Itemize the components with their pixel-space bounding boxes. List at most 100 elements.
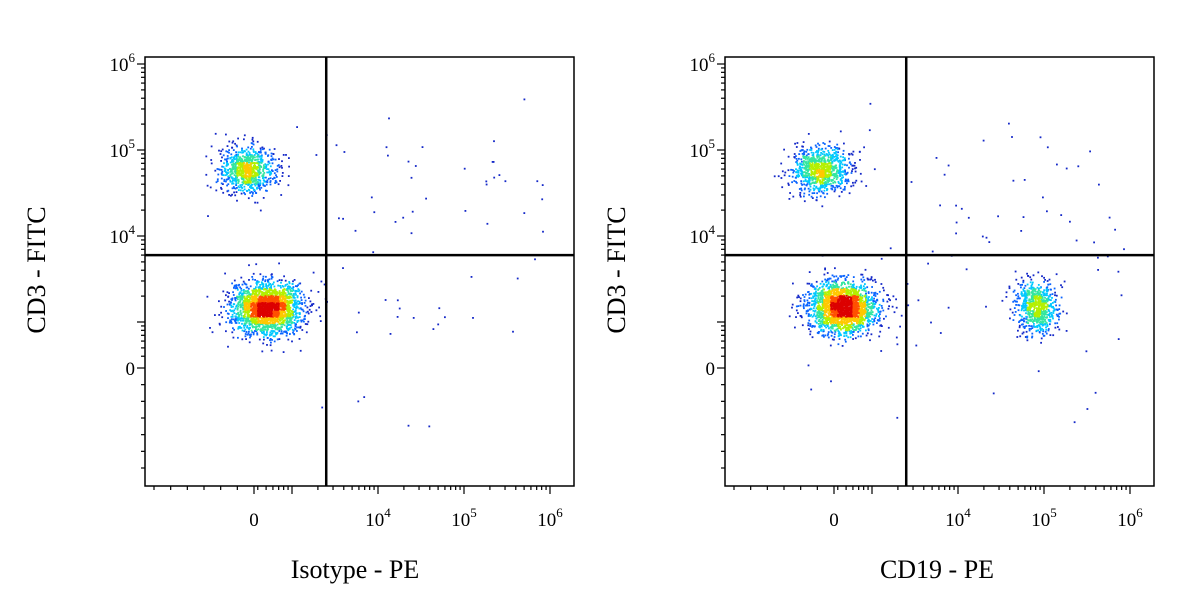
event-dot [251, 289, 254, 292]
event-dot [250, 317, 253, 320]
event-dot [833, 275, 835, 278]
event-dot [255, 178, 257, 181]
event-dot [1029, 318, 1032, 321]
event-dot [827, 336, 830, 339]
event-dot [825, 324, 828, 326]
event-dot [1021, 307, 1024, 309]
event-dot [800, 163, 803, 165]
event-dot [809, 188, 812, 191]
event-dot [867, 299, 869, 301]
event-dot [229, 161, 232, 164]
event-dot [249, 285, 252, 288]
event-dot [844, 279, 847, 281]
event-dot [866, 277, 869, 280]
event-dot [261, 332, 264, 334]
event-dot [228, 149, 230, 151]
event-dot [284, 299, 287, 301]
event-dot [1053, 309, 1056, 312]
event-dot [227, 317, 229, 319]
event-dot [1041, 297, 1044, 299]
event-dot [247, 150, 250, 153]
event-dot [254, 156, 256, 159]
event-dot [249, 168, 252, 171]
event-dot [863, 289, 866, 292]
event-dot [823, 189, 826, 192]
event-dot [1040, 298, 1043, 301]
event-dot [248, 188, 250, 191]
event-dot [1026, 294, 1029, 297]
event-dot [269, 177, 272, 180]
event-dot [300, 319, 302, 322]
event-dot [231, 168, 234, 170]
event-dot [1001, 299, 1004, 302]
event-dot [791, 175, 794, 178]
event-dot [865, 316, 867, 319]
event-dot [243, 289, 245, 291]
event-dot [854, 329, 857, 331]
event-dot [270, 289, 273, 291]
event-dot [240, 317, 243, 320]
event-dot [226, 303, 229, 306]
event-dot [872, 307, 875, 309]
event-dot [1014, 300, 1017, 303]
event-dot [218, 322, 221, 325]
event-dot [1061, 286, 1064, 289]
event-dot [287, 303, 290, 306]
event-dot [267, 305, 270, 308]
event-dot [1016, 336, 1019, 338]
event-dot [1024, 304, 1027, 307]
event-dot [291, 299, 294, 302]
event-dot [828, 327, 830, 330]
event-dot [262, 184, 265, 187]
event-dot [263, 321, 265, 324]
event-dot [407, 424, 410, 427]
event-dot [817, 289, 819, 291]
event-dot [233, 279, 236, 282]
event-dot [254, 166, 257, 169]
event-dot [269, 320, 272, 322]
event-dot [285, 289, 288, 291]
event-dot [254, 304, 256, 307]
event-dot [265, 180, 268, 183]
event-dot [872, 279, 874, 282]
event-dot [294, 289, 297, 292]
event-dot [877, 308, 880, 311]
event-dot [302, 310, 305, 313]
event-dot [254, 296, 256, 298]
event-dot [241, 294, 243, 297]
event-dot [285, 334, 288, 337]
event-dot [241, 306, 244, 309]
event-dot [865, 329, 867, 332]
event-dot [286, 296, 289, 298]
event-dot [822, 142, 825, 144]
event-dot [270, 159, 273, 161]
event-dot [267, 171, 270, 174]
event-dot [837, 332, 840, 335]
event-dot [235, 305, 238, 308]
event-dot [257, 325, 260, 327]
event-dot [220, 177, 223, 180]
event-dot [245, 304, 247, 307]
event-dot [299, 292, 301, 295]
event-dot [874, 303, 877, 305]
event-dot [821, 184, 824, 187]
event-dot [221, 165, 224, 168]
event-dot [464, 210, 467, 212]
event-dot [1013, 289, 1016, 292]
event-dot [864, 293, 867, 296]
event-dot [836, 323, 838, 326]
event-dot [237, 284, 240, 287]
event-dot [286, 325, 288, 328]
event-dot [410, 176, 413, 179]
event-dot [1032, 290, 1034, 293]
event-dot [795, 168, 797, 171]
event-dot [248, 152, 251, 154]
event-dot [238, 170, 241, 173]
event-dot [810, 195, 813, 198]
event-dot [1050, 311, 1053, 314]
event-dot [264, 279, 267, 282]
event-dot [275, 293, 278, 296]
event-dot [1047, 283, 1050, 286]
event-dot [859, 159, 861, 161]
event-dot [809, 185, 812, 188]
